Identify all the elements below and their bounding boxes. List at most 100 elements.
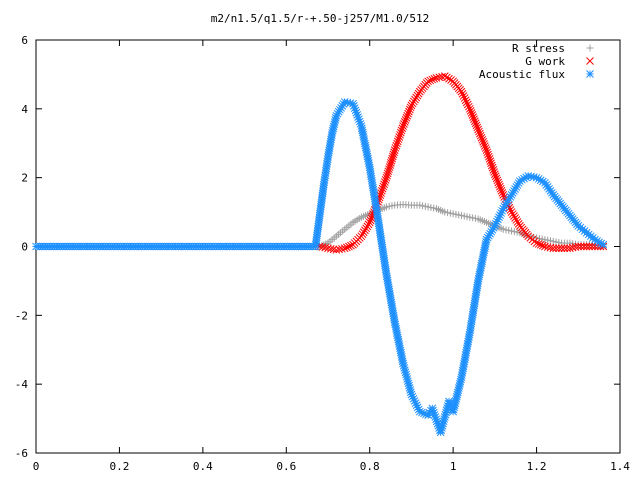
data-point (399, 122, 407, 130)
data-point (364, 220, 373, 229)
x-tick-label: 0 (33, 460, 40, 473)
data-point (577, 242, 585, 251)
data-point (414, 89, 423, 98)
data-point (383, 171, 391, 180)
data-point (498, 188, 507, 197)
data-point (557, 244, 566, 253)
data-point (385, 163, 394, 171)
data-point (424, 77, 432, 86)
data-point (476, 131, 485, 140)
data-point (382, 173, 391, 182)
series-acoustic-flux (32, 98, 608, 437)
data-point (393, 139, 401, 148)
data-point (470, 117, 479, 126)
data-point (408, 99, 417, 108)
x-tick-label: 0.4 (193, 460, 213, 473)
data-point (466, 107, 475, 115)
data-point (478, 135, 487, 144)
data-point (508, 210, 517, 218)
data-point (481, 144, 490, 152)
data-point (492, 174, 501, 183)
data-point (365, 218, 374, 227)
data-point (511, 185, 519, 193)
data-point (396, 128, 405, 137)
data-point (390, 148, 398, 157)
legend-marker (586, 57, 594, 65)
data-point (413, 91, 422, 100)
data-point (464, 102, 473, 111)
data-point (490, 168, 498, 176)
data-point (511, 214, 519, 222)
legend-marker (586, 44, 594, 52)
data-point (494, 178, 503, 187)
data-point (391, 144, 400, 152)
x-tick-label: 0.2 (109, 460, 129, 473)
data-point (394, 135, 403, 144)
data-point (403, 111, 412, 120)
data-point (390, 146, 399, 154)
y-tick-label: -2 (15, 309, 28, 322)
data-point (405, 105, 414, 114)
data-point (405, 107, 413, 116)
data-point (361, 226, 369, 235)
data-point (426, 76, 435, 85)
y-tick-label: 6 (21, 34, 28, 47)
data-point (536, 240, 545, 249)
data-point (475, 127, 483, 136)
data-point (480, 140, 488, 148)
data-point (560, 244, 569, 253)
data-point (463, 100, 472, 109)
data-point (534, 240, 543, 248)
y-tick-label: -6 (15, 447, 28, 460)
data-point (387, 156, 396, 165)
data-point (329, 245, 338, 254)
data-point (388, 154, 397, 163)
data-point (585, 242, 594, 251)
data-point (484, 150, 492, 159)
data-point (430, 74, 439, 83)
data-point (401, 115, 410, 124)
data-point (471, 119, 480, 128)
data-point (396, 130, 404, 139)
x-tick-label: 0.8 (360, 460, 380, 473)
data-point (347, 241, 355, 250)
data-point (512, 216, 521, 224)
data-point (342, 243, 351, 252)
data-point (386, 161, 395, 169)
data-point (378, 184, 387, 193)
data-point (485, 155, 494, 163)
data-point (443, 73, 451, 82)
data-point (495, 180, 503, 189)
data-point (384, 167, 393, 176)
data-point (380, 180, 388, 189)
legend-label: Acoustic flux (479, 68, 565, 81)
data-point (409, 97, 418, 106)
data-point (491, 170, 499, 179)
y-tick-label: 4 (21, 103, 28, 116)
data-point (579, 242, 588, 251)
data-point (470, 115, 478, 124)
data-point (458, 89, 467, 98)
data-point (402, 113, 411, 122)
data-point (491, 172, 500, 181)
data-point (457, 87, 466, 96)
data-point (552, 244, 560, 253)
x-tick-label: 0.6 (276, 460, 296, 473)
data-point (499, 191, 508, 199)
data-point (362, 224, 370, 233)
data-point (388, 152, 397, 161)
data-point (445, 74, 453, 83)
data-point (496, 184, 505, 193)
data-point (404, 109, 412, 118)
data-point (440, 72, 449, 80)
data-point (392, 141, 401, 150)
data-point (363, 222, 372, 231)
series-layer (32, 72, 608, 437)
data-point (428, 75, 437, 84)
data-point (393, 137, 402, 146)
data-point (461, 96, 470, 105)
data-point (599, 240, 608, 249)
data-point (395, 133, 404, 141)
